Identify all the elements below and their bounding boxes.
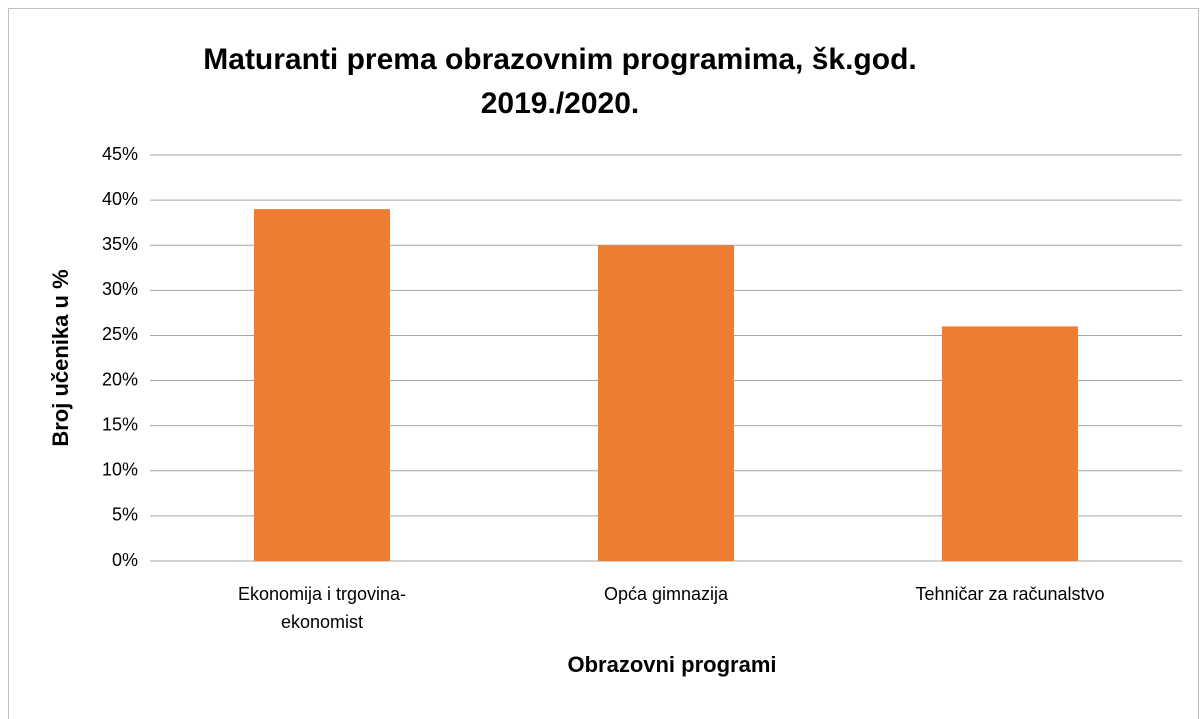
bar [254,209,390,561]
x-tick-label: Opća gimnazija [603,584,729,604]
chart-title: Maturanti prema obrazovnim programima, š… [203,43,917,120]
y-tick-label: 5% [112,505,138,525]
y-tick-label: 10% [102,460,138,480]
y-tick-label: 25% [102,324,138,344]
y-tick-label: 30% [102,279,138,299]
y-tick-label: 40% [102,189,138,209]
y-tick-label: 0% [112,550,138,570]
y-tick-label: 45% [102,144,138,164]
x-tick-label: Tehničar za računalstvo [915,584,1105,604]
bar [942,326,1078,561]
y-tick-label: 20% [102,369,138,389]
y-tick-label: 35% [102,234,138,254]
y-tick-label: 15% [102,414,138,434]
y-axis-title: Broj učenika u % [48,269,73,446]
x-axis-title: Obrazovni programi [567,652,777,677]
bar [598,245,734,561]
chart-border [8,8,1199,719]
x-tick-label: Ekonomija i trgovina-ekonomist [237,584,407,632]
